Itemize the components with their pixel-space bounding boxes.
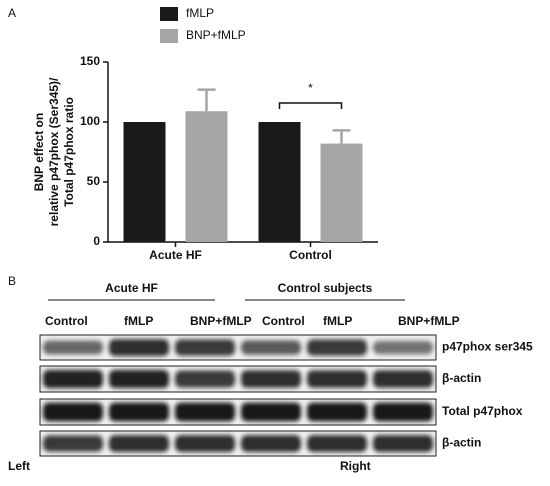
legend-label: BNP+fMLP [186,28,246,42]
annotation: * [308,81,313,95]
x-tick-label: Control [289,248,332,262]
blot-band [43,369,103,389]
blot-band [109,402,169,422]
blot-band [373,402,433,422]
panel-label: B [8,274,16,288]
blot-band [109,339,169,356]
blot-band [43,402,103,422]
blot-frame [39,334,437,361]
y-tick-label: 150 [80,54,100,68]
y-axis-label: BNP effect onrelative p47phox (Ser345)/T… [32,77,76,226]
blot-band [43,340,103,355]
bar [123,122,166,242]
blot-frame [39,430,437,457]
row-label: β-actin [442,371,481,385]
lane-label: Control [45,314,88,328]
blot-band [175,339,235,356]
blot-band [109,369,169,389]
y-axis-label-line: BNP effect on [32,113,46,191]
lane-label: Control [262,314,305,328]
blot-frame [39,398,437,426]
lane-label: BNP+fMLP [398,314,460,328]
blot-band [241,370,301,388]
group-label: Acute HF [105,281,158,295]
blot-band [307,370,367,388]
blot-band [241,402,301,422]
blot-band [307,435,367,452]
x-tick-label: Acute HF [149,248,202,262]
blot-band [307,339,367,356]
panel-label: A [8,6,16,20]
bar [320,143,363,242]
blot-band [241,435,301,452]
legend-swatch [160,29,178,43]
lane-label: fMLP [323,314,352,328]
footer-left: Left [8,459,30,473]
lane-label: BNP+fMLP [190,314,252,328]
lane-label: fMLP [124,314,153,328]
y-axis-label-line: Total p47phox ratio [62,97,76,207]
y-axis-label-line: relative p47phox (Ser345)/ [47,77,61,226]
footer-right: Right [340,459,371,473]
blot-band [373,340,433,355]
error-bar [332,129,351,144]
blot-band [175,435,235,452]
blot-band [109,435,169,452]
y-tick-label: 100 [80,114,100,128]
row-label: Total p47phox [442,404,523,418]
bar [258,122,301,242]
row-label: β-actin [442,436,481,450]
blot-band [175,370,235,388]
significance-bracket [278,102,343,109]
legend-label: fMLP [186,6,214,20]
blot-band [373,435,433,452]
group-label: Control subjects [278,281,373,295]
blot-frame [39,365,437,393]
bar [185,111,228,242]
row-label: p47phox ser345 [442,340,533,354]
blot-band [43,435,103,452]
legend-swatch [160,7,178,21]
blot-band [175,402,235,422]
blot-band [307,402,367,422]
y-tick-label: 50 [87,174,101,188]
error-bar [197,88,216,112]
blot-band [373,370,433,388]
blot-band [241,340,301,355]
y-tick-label: 0 [93,234,100,248]
